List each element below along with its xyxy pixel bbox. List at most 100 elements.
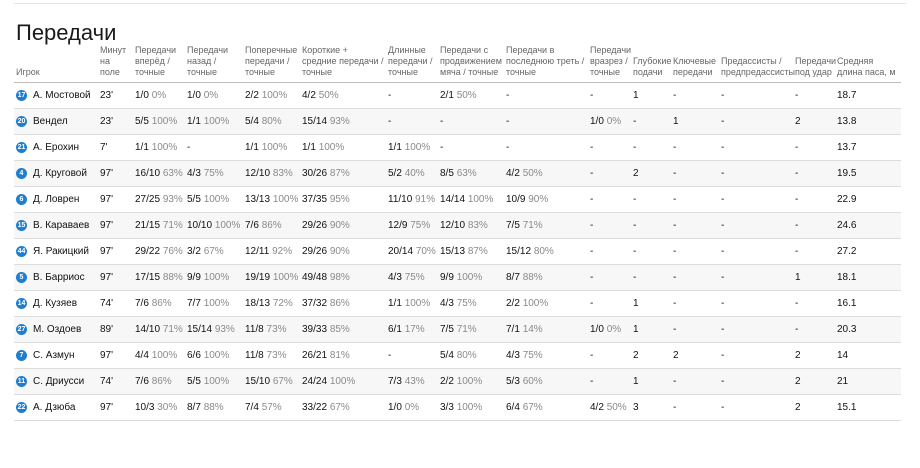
- stat-cell-thr: -: [588, 186, 631, 213]
- stat-cell-shot: -: [793, 212, 835, 239]
- stat-count: 15/13: [440, 246, 466, 257]
- stat-value: -: [721, 376, 725, 387]
- stat-count: 3/3: [440, 402, 454, 413]
- player-cell[interactable]: 20 Вендел: [14, 108, 98, 135]
- table-row[interactable]: 14 Д. Кузяев 74' 7/6 86% 7/7 100% 18/13 72% 37…: [14, 290, 901, 317]
- stat-percent: 100%: [261, 90, 288, 101]
- table-row[interactable]: 6 Д. Ловрен 97' 27/25 93% 5/5 100% 13/13 100%…: [14, 186, 901, 213]
- table-row[interactable]: 22 А. Дзюба 97' 10/3 30% 8/7 88% 7/4 57% 33/22…: [14, 394, 901, 421]
- stat-value: 1: [633, 324, 639, 335]
- table-row[interactable]: 15 В. Караваев 97' 21/15 71% 10/10 100% 7/6 8…: [14, 212, 901, 239]
- stat-percent: 90%: [329, 220, 350, 231]
- col-avg-length[interactable]: Средняя длина паса, м: [835, 44, 901, 83]
- col-advance[interactable]: Передачи с продвижением мяча / точные: [438, 44, 504, 83]
- player-cell[interactable]: 11 С. Дриусси: [14, 368, 98, 395]
- col-lateral[interactable]: Поперечные передачи / точные: [243, 44, 300, 83]
- col-back[interactable]: Передачи назад / точные: [185, 44, 243, 83]
- stat-value: -: [633, 246, 637, 257]
- table-row[interactable]: 7 С. Азмун 97' 4/4 100% 6/6 100% 11/8 73% 26/2…: [14, 342, 901, 369]
- stat-cell-avg: 15.1: [835, 394, 901, 421]
- stat-cell-pre: -: [719, 238, 793, 265]
- col-key[interactable]: Ключевые передачи: [671, 44, 719, 83]
- stat-percent: 86%: [329, 298, 350, 309]
- stat-percent: 73%: [266, 324, 287, 335]
- stat-count: -: [590, 246, 594, 257]
- col-final-third[interactable]: Передачи в последнюю треть / точные: [504, 44, 588, 83]
- stat-value: -: [795, 142, 799, 153]
- col-through[interactable]: Передачи вразрез / точные: [588, 44, 631, 83]
- stat-percent: 73%: [266, 350, 287, 361]
- stat-cell-deep: 1: [631, 368, 671, 395]
- player-cell[interactable]: 14 Д. Кузяев: [14, 290, 98, 317]
- player-cell[interactable]: 6 Д. Ловрен: [14, 186, 98, 213]
- stat-count: 15/14: [302, 116, 328, 127]
- stat-value: -: [673, 220, 677, 231]
- stat-cell-adv: 8/5 63%: [438, 160, 504, 187]
- stat-percent: 100%: [272, 194, 299, 205]
- stat-cell-pre: -: [719, 212, 793, 239]
- table-row[interactable]: 17 А. Мостовой 23' 1/0 0% 1/0 0% 2/2 100% 4/2 …: [14, 82, 901, 109]
- stat-percent: 100%: [467, 194, 494, 205]
- col-player[interactable]: Игрок: [14, 44, 98, 83]
- stat-count: 15/10: [245, 376, 271, 387]
- jersey-number-badge: 27: [16, 323, 27, 335]
- stat-percent: 98%: [329, 272, 350, 283]
- player-cell[interactable]: 17 А. Мостовой: [14, 82, 98, 109]
- table-body: 17 А. Мостовой 23' 1/0 0% 1/0 0% 2/2 100% 4/2 …: [14, 82, 901, 421]
- player-cell[interactable]: 5 В. Барриос: [14, 264, 98, 291]
- player-cell[interactable]: 15 В. Караваев: [14, 212, 98, 239]
- stat-cell-thr: -: [588, 160, 631, 187]
- stat-count: 14/10: [135, 324, 161, 335]
- stat-cell-long: 11/10 91%: [386, 186, 438, 213]
- stat-cell-adv: 14/14 100%: [438, 186, 504, 213]
- table-row[interactable]: 27 М. Оздоев 89' 14/10 71% 15/14 93% 11/8 73%…: [14, 316, 901, 343]
- stat-count: 4/2: [590, 402, 604, 413]
- stat-value: 15.1: [837, 402, 857, 413]
- col-long[interactable]: Длинные передачи / точные: [386, 44, 438, 83]
- table-row[interactable]: 11 С. Дриусси 74' 7/6 86% 5/5 100% 15/10 67% 2…: [14, 368, 901, 395]
- stat-value: 2: [795, 350, 801, 361]
- player-cell[interactable]: 7 С. Азмун: [14, 342, 98, 369]
- table-row[interactable]: 20 Вендел 23' 5/5 100% 1/1 100% 5/4 80% 15/14 …: [14, 108, 901, 135]
- stat-percent: 50%: [606, 402, 627, 413]
- stat-value: -: [721, 246, 725, 257]
- col-shot[interactable]: Передачи под удар: [793, 44, 836, 83]
- col-preassist[interactable]: Предассисты / предпредассисты: [719, 44, 795, 83]
- col-minutes[interactable]: Минут на поле: [98, 44, 133, 83]
- jersey-number-badge: 22: [16, 401, 27, 413]
- col-short[interactable]: Короткие + средние передачи / точные: [300, 44, 386, 83]
- player-cell[interactable]: 21 А. Ерохин: [14, 134, 98, 161]
- table-row[interactable]: 21 А. Ерохин 7' 1/1 100% - 1/1 100% 1/1 100% 1…: [14, 134, 901, 161]
- stat-percent: 95%: [329, 194, 350, 205]
- stat-percent: 50%: [456, 90, 477, 101]
- col-forward[interactable]: Передачи вперёд / точные: [133, 44, 185, 83]
- player-cell[interactable]: 22 А. Дзюба: [14, 394, 98, 421]
- stat-cell-adv: 2/1 50%: [438, 82, 504, 109]
- stat-cell-pre: -: [719, 134, 793, 161]
- player-cell[interactable]: 44 Я. Ракицкий: [14, 238, 98, 265]
- stat-cell-thr: -: [588, 264, 631, 291]
- stat-count: 1/0: [135, 90, 149, 101]
- table-row[interactable]: 4 Д. Круговой 97' 16/10 63% 4/3 75% 12/10 83%…: [14, 160, 901, 187]
- stat-cell-adv: 12/10 83%: [438, 212, 504, 239]
- minutes-cell: 97': [98, 160, 133, 187]
- stat-cell-lat: 12/11 92%: [243, 238, 300, 265]
- col-deep[interactable]: Глубокие подачи: [631, 44, 671, 83]
- stat-count: 6/6: [187, 350, 201, 361]
- player-cell[interactable]: 27 М. Оздоев: [14, 316, 98, 343]
- stat-value: -: [673, 168, 677, 179]
- stat-count: 9/9: [187, 272, 201, 283]
- table-row[interactable]: 44 Я. Ракицкий 97' 29/22 76% 3/2 67% 12/11 92…: [14, 238, 901, 265]
- stat-count: 7/7: [187, 298, 201, 309]
- stat-count: 37/32: [302, 298, 328, 309]
- stat-cell-lat: 19/19 100%: [243, 264, 300, 291]
- player-cell[interactable]: 4 Д. Круговой: [14, 160, 98, 187]
- stat-value: 13.7: [837, 142, 857, 153]
- stat-count: 7/5: [440, 324, 454, 335]
- stat-value: 27.2: [837, 246, 857, 257]
- table-row[interactable]: 5 В. Барриос 97' 17/15 88% 9/9 100% 19/19 100…: [14, 264, 901, 291]
- stat-cell-shot: -: [793, 316, 835, 343]
- stat-count: 7/1: [506, 324, 520, 335]
- stat-count: 8/7: [187, 402, 201, 413]
- stat-cell-avg: 20.3: [835, 316, 901, 343]
